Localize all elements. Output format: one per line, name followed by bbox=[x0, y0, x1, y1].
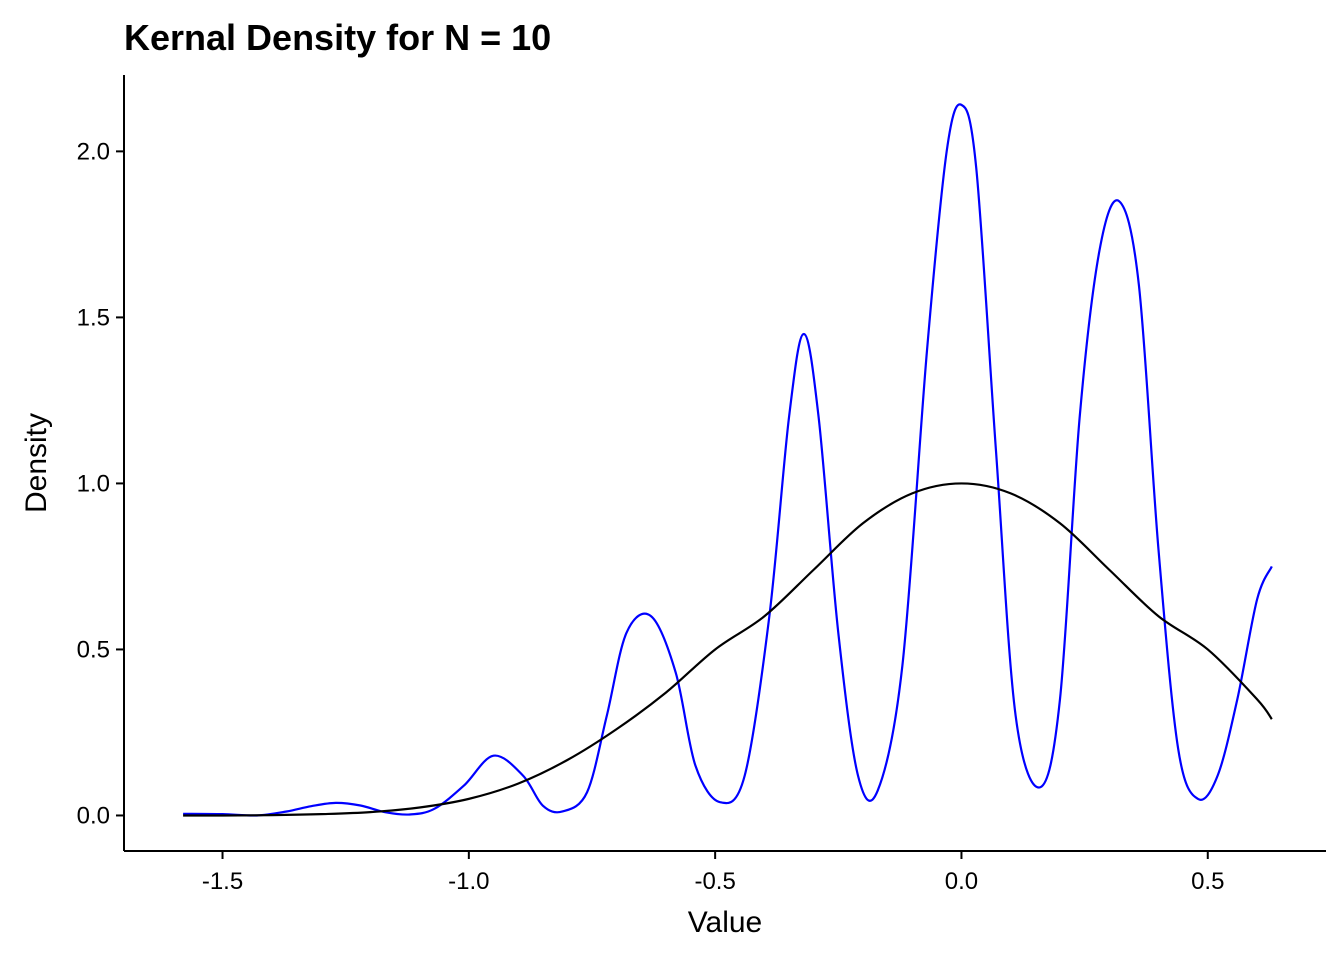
x-tick-label: -0.5 bbox=[694, 868, 735, 895]
y-tick-label: 2.0 bbox=[77, 138, 110, 165]
x-axis-title: Value bbox=[688, 906, 763, 939]
y-tick-label: 0.0 bbox=[77, 802, 110, 829]
kernel-density-line bbox=[183, 103, 1273, 817]
normal-density-line bbox=[183, 482, 1273, 817]
series-layer bbox=[183, 103, 1273, 817]
y-tick-label: 1.0 bbox=[77, 470, 110, 497]
chart-title: Kernal Density for N = 10 bbox=[124, 17, 551, 58]
y-tick-label: 0.5 bbox=[77, 636, 110, 663]
ticks-layer: -1.5 -1.0 -0.5 0.0 0.5 0.0 0.5 1.0 1.5 2.0 bbox=[77, 138, 1225, 895]
y-tick-label: 1.5 bbox=[77, 304, 110, 331]
x-tick-label: 0.0 bbox=[945, 868, 978, 895]
y-axis-title: Density bbox=[20, 413, 53, 513]
x-tick-label: 0.5 bbox=[1191, 868, 1224, 895]
x-tick-label: -1.0 bbox=[448, 868, 489, 895]
x-tick-label: -1.5 bbox=[202, 868, 243, 895]
